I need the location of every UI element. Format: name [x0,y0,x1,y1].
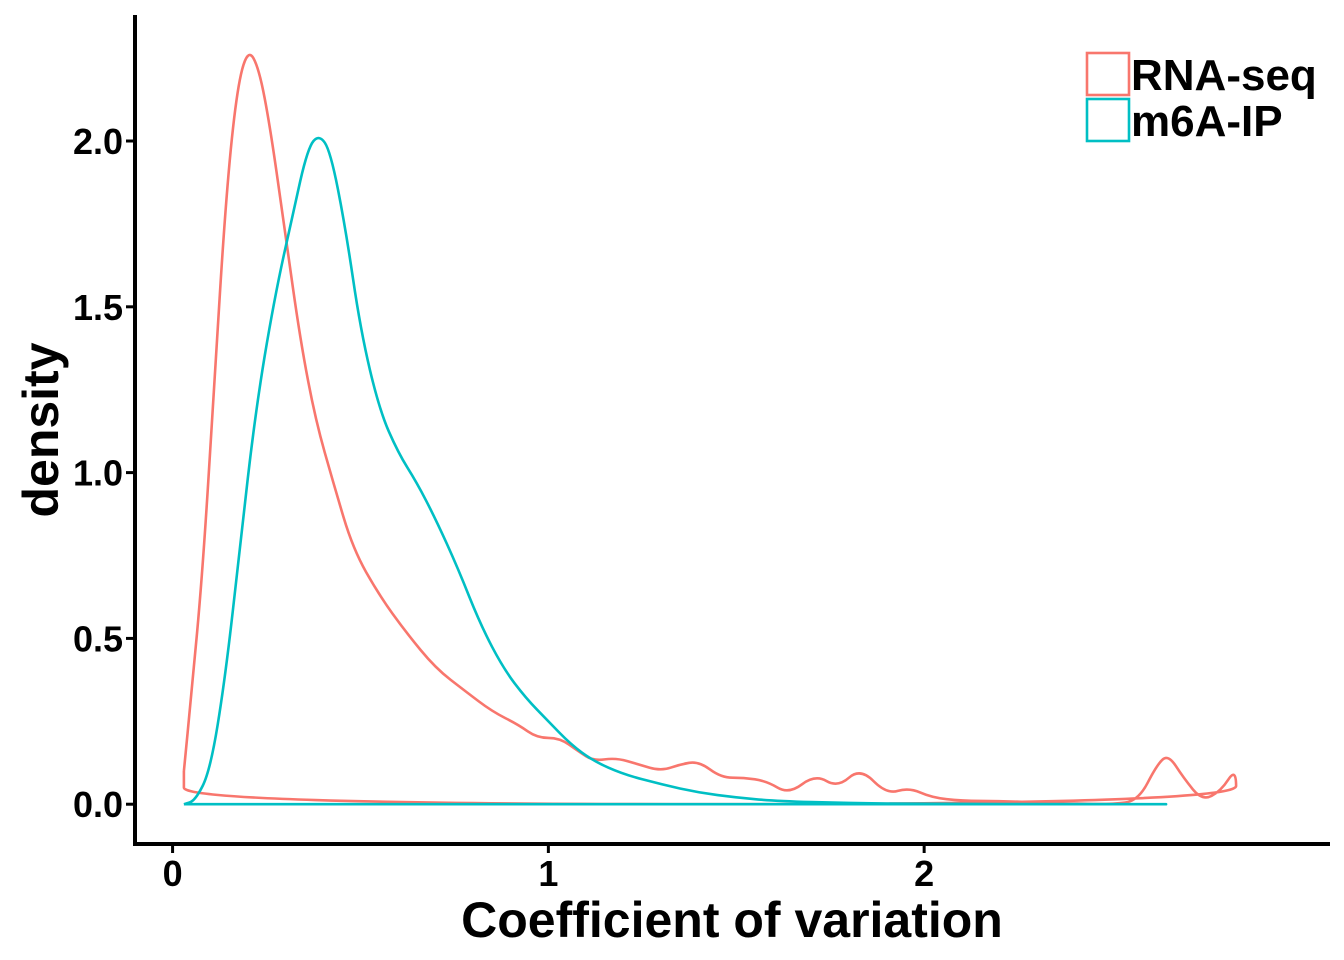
x-tick-label: 1 [538,853,558,894]
y-tick-label: 1.5 [73,287,123,328]
density-curve-rna-seq [182,53,1238,806]
y-tick-label: 0.5 [73,618,123,659]
x-axis-ticks: 0 1 2 [163,844,934,894]
y-axis-title: density [13,342,69,517]
x-axis-title: Coefficient of variation [461,892,1003,948]
legend-key-m6a-ip [1085,97,1131,143]
y-tick-label: 1.0 [73,453,123,494]
x-tick-label: 2 [914,853,934,894]
legend-label-m6a-ip: m6A-IP [1131,97,1283,146]
legend: RNA-seq m6A-IP [1085,51,1317,146]
series-layer [182,53,1238,806]
y-axis-ticks: 0.0 0.5 1.0 1.5 2.0 [73,121,135,825]
y-tick-label: 2.0 [73,121,123,162]
legend-label-rna-seq: RNA-seq [1131,51,1317,100]
x-tick-label: 0 [163,853,183,894]
y-tick-label: 0.0 [73,784,123,825]
legend-key-rna-seq [1085,51,1131,97]
density-curve-m6a-ip [183,136,1168,806]
